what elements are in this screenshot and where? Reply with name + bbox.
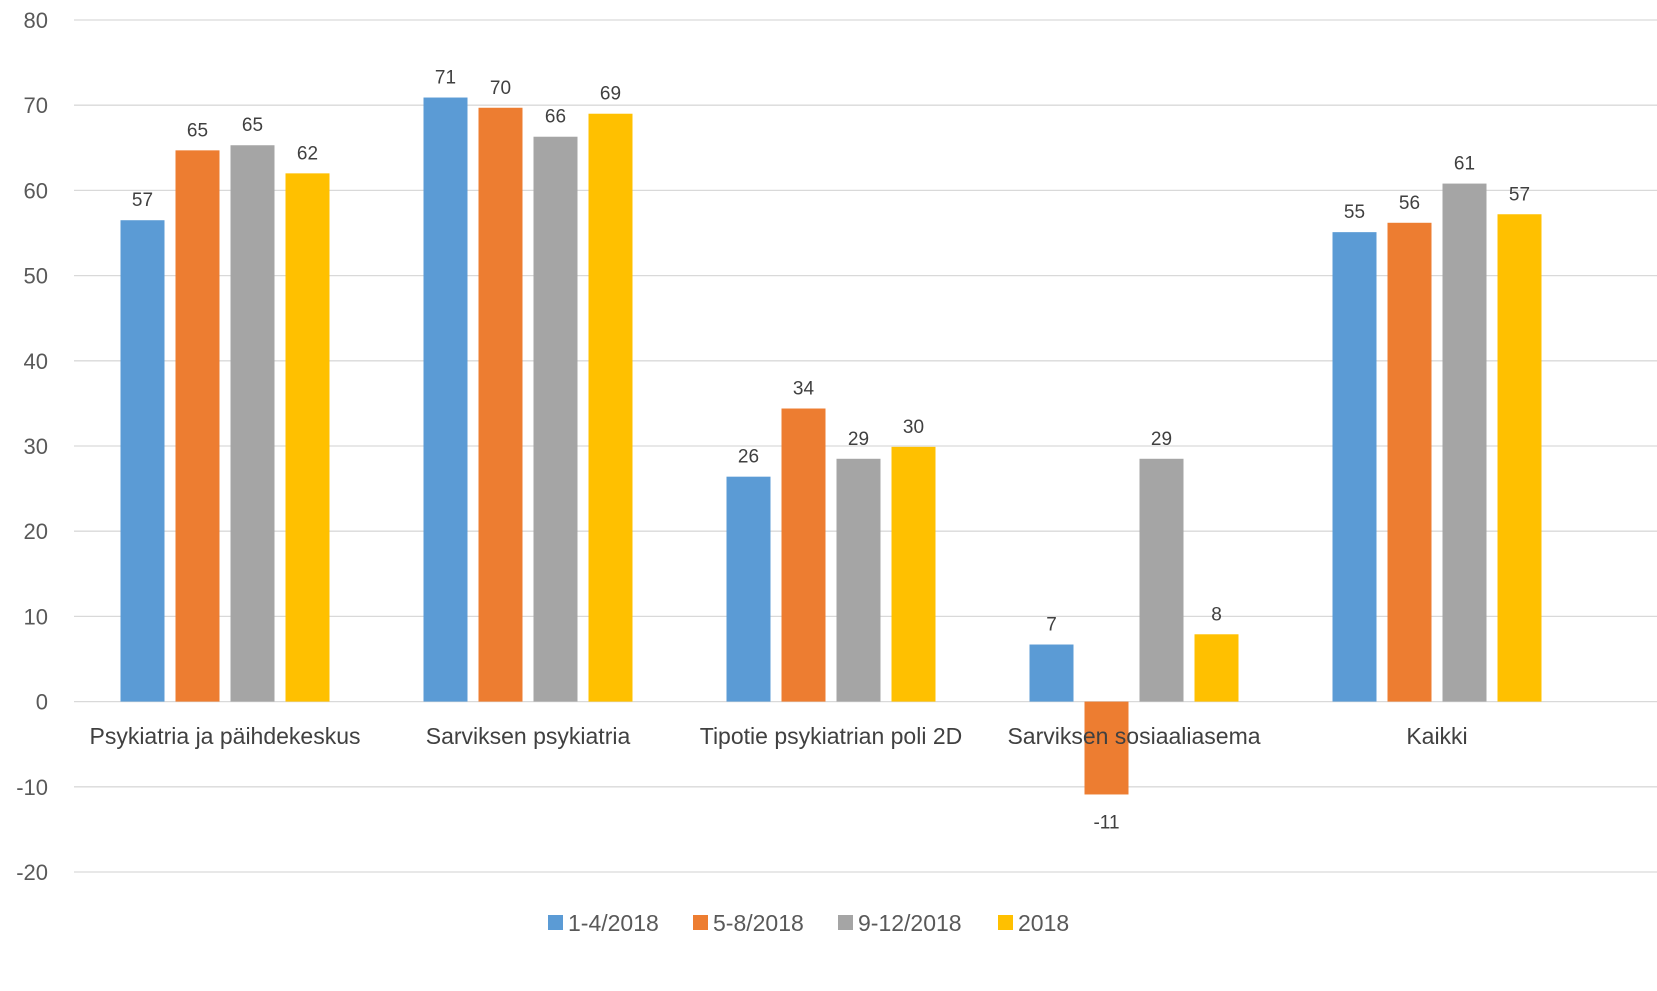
y-tick-label: -10 [16,775,48,800]
y-tick-label: 80 [24,8,48,33]
y-tick-label: 20 [24,519,48,544]
category-label: Kaikki [1406,723,1467,749]
legend-swatch [548,915,563,930]
bar [1194,634,1239,702]
category-label: Psykiatria ja päihdekeskus [89,723,360,749]
data-label: -11 [1093,812,1119,833]
data-label: 34 [793,379,815,400]
y-tick-label: 0 [36,690,48,715]
bar [285,173,330,702]
legend-label: 1-4/2018 [568,910,659,936]
y-tick-label: -20 [16,860,48,885]
legend-swatch [998,915,1013,930]
data-label: 70 [490,78,511,99]
data-label: 30 [903,417,924,438]
y-tick-label: 30 [24,434,48,459]
bar [781,408,826,702]
bar [1497,214,1542,702]
data-label: 66 [545,107,566,128]
category-label: Tipotie psykiatrian poli 2D [700,723,963,749]
bar [1442,183,1487,702]
bar [1332,232,1377,702]
legend-label: 2018 [1018,910,1069,936]
legend-label: 5-8/2018 [713,910,804,936]
bar [1139,458,1184,702]
data-label: 65 [187,120,208,141]
bar [1387,222,1432,702]
data-label: 57 [132,190,153,211]
bar [120,220,165,702]
category-label: Sarviksen sosiaaliasema [1007,723,1260,749]
bar [588,113,633,702]
data-label: 26 [738,447,759,468]
data-label: 71 [435,68,456,89]
legend-label: 9-12/2018 [858,910,962,936]
bar [230,145,275,702]
y-tick-label: 50 [24,264,48,289]
data-label: 29 [1151,429,1172,450]
bar [533,136,578,702]
data-label: 55 [1344,202,1365,223]
category-label: Sarviksen psykiatria [426,723,631,749]
data-label: 29 [848,429,869,450]
data-label: 69 [600,84,621,105]
data-label: 61 [1454,154,1475,175]
bar [175,150,220,702]
bar [726,476,771,702]
bar [891,446,936,702]
data-label: 56 [1399,193,1420,214]
data-label: 8 [1211,604,1222,625]
bar [478,107,523,702]
y-tick-label: 10 [24,604,48,629]
data-label: 7 [1046,615,1057,636]
y-tick-label: 40 [24,349,48,374]
data-label: 57 [1509,184,1530,205]
y-tick-label: 70 [24,93,48,118]
data-label: 65 [242,115,263,136]
bar [1084,701,1129,795]
bar [423,97,468,702]
legend-swatch [693,915,708,930]
legend-swatch [838,915,853,930]
bar [1029,644,1074,702]
bar [836,458,881,702]
y-tick-label: 60 [24,178,48,203]
data-label: 62 [297,143,318,164]
